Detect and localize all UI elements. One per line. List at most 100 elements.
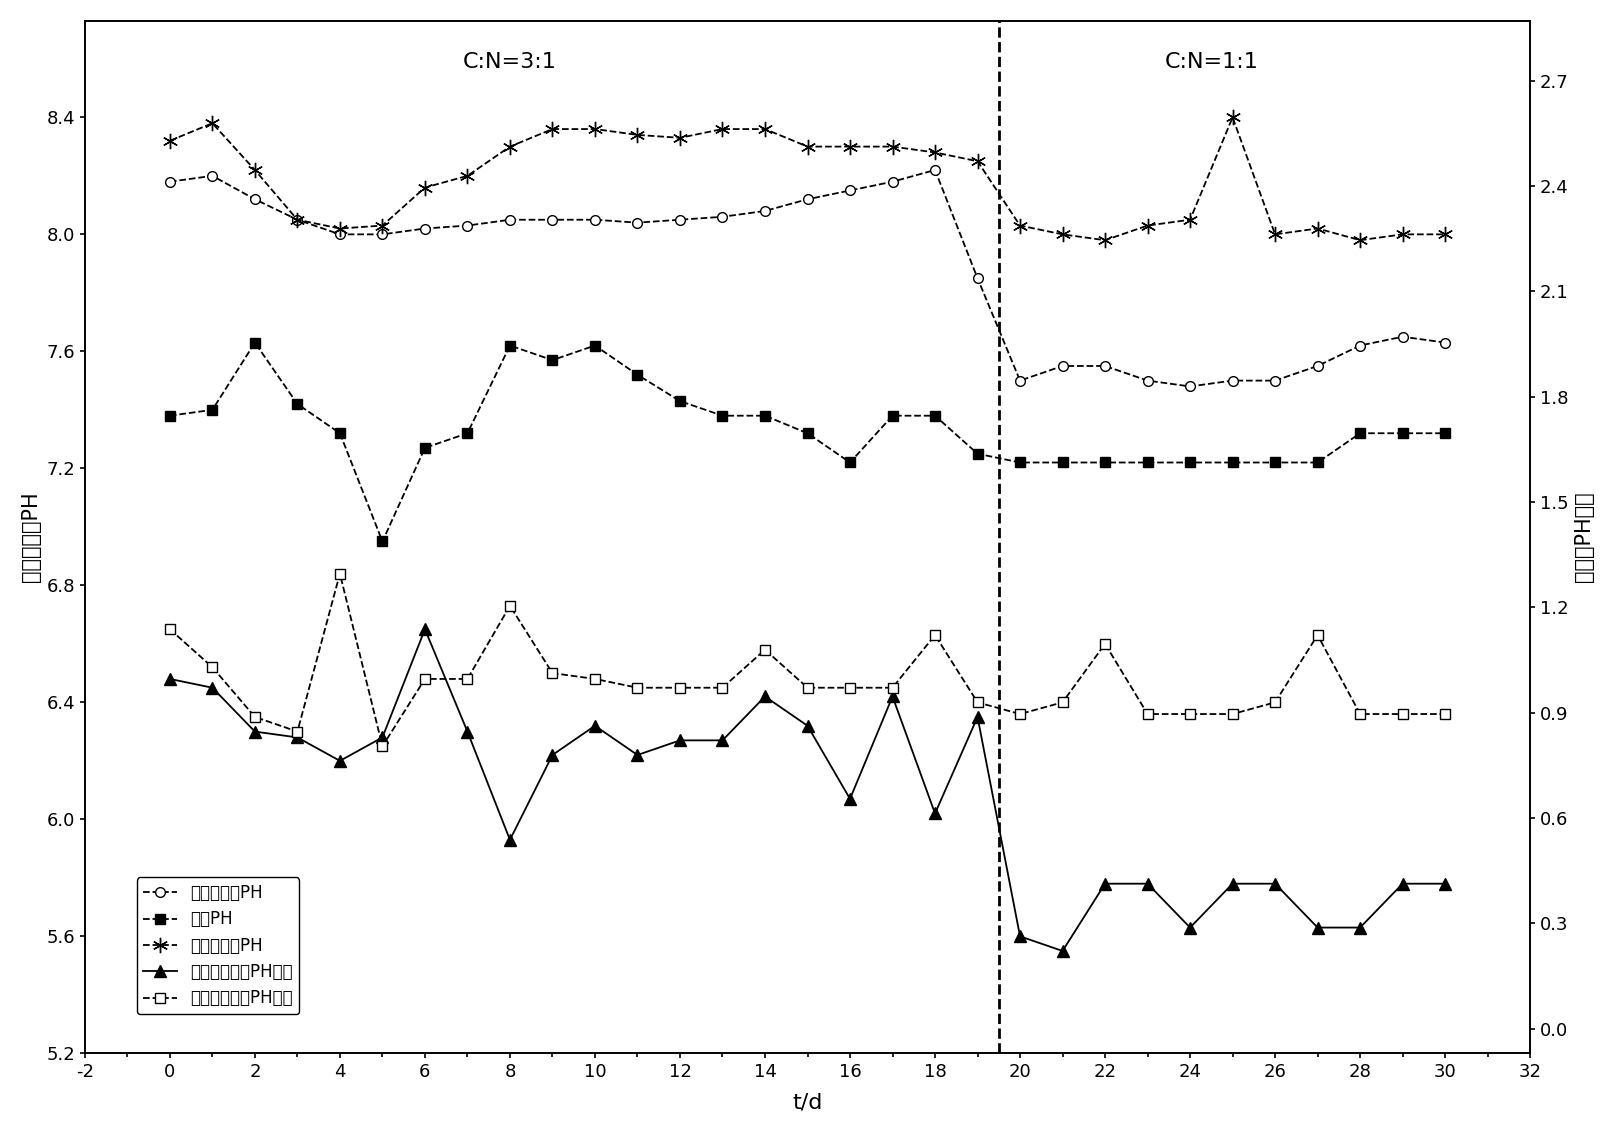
常规型出水PH — [1138, 219, 1157, 232]
常规型出水PH — [883, 139, 902, 153]
强化型出水PH — [670, 213, 689, 227]
强化型出水PH — [1265, 374, 1285, 387]
强化型出水PH — [500, 213, 520, 227]
Line: 强化型出水PH: 强化型出水PH — [165, 165, 1449, 391]
常规型进出水PH差値 — [287, 725, 307, 739]
常规型进出水PH差値 — [160, 622, 179, 636]
强化型进出水PH差値 — [1349, 921, 1369, 935]
强化型进出水PH差値 — [1307, 921, 1327, 935]
强化型进出水PH差値 — [628, 748, 647, 761]
进水PH — [1349, 426, 1369, 440]
常规型出水PH — [415, 181, 434, 195]
常规型进出水PH差値 — [839, 681, 859, 695]
强化型出水PH — [797, 193, 817, 206]
常规型进出水PH差値 — [1094, 637, 1114, 650]
进水PH — [797, 426, 817, 440]
强化型进出水PH差値 — [670, 733, 689, 747]
Line: 强化型进出水PH差値: 强化型进出水PH差値 — [165, 623, 1449, 956]
常规型出水PH — [287, 213, 307, 227]
常规型出水PH — [457, 169, 476, 182]
强化型进出水PH差値 — [500, 833, 520, 846]
强化型出水PH — [755, 204, 775, 218]
常规型进出水PH差値 — [457, 672, 476, 685]
常规型进出水PH差値 — [883, 681, 902, 695]
常规型出水PH — [670, 131, 689, 145]
进水PH — [245, 335, 265, 349]
常规型出水PH — [1010, 219, 1030, 232]
强化型出水PH — [329, 228, 349, 241]
强化型进出水PH差値 — [1094, 877, 1114, 891]
强化型出水PH — [1180, 380, 1199, 393]
常规型进出水PH差値 — [925, 629, 944, 642]
常规型进出水PH差値 — [670, 681, 689, 695]
强化型进出水PH差値 — [329, 755, 349, 768]
常规型进出水PH差値 — [628, 681, 647, 695]
进水PH — [415, 441, 434, 454]
Text: C:N=1:1: C:N=1:1 — [1164, 52, 1257, 71]
强化型进出水PH差値 — [542, 748, 562, 761]
进水PH — [203, 403, 223, 417]
强化型进出水PH差値 — [1391, 877, 1411, 891]
常规型进出水PH差値 — [967, 696, 986, 709]
常规型进出水PH差値 — [1435, 707, 1454, 721]
常规型出水PH — [628, 128, 647, 142]
强化型进出水PH差値 — [160, 672, 179, 685]
常规型进出水PH差値 — [415, 672, 434, 685]
强化型出水PH — [1391, 330, 1411, 343]
强化型出水PH — [203, 169, 223, 182]
强化型出水PH — [628, 216, 647, 230]
进水PH — [967, 446, 986, 460]
强化型进出水PH差値 — [1435, 877, 1454, 891]
Line: 进水PH: 进水PH — [165, 338, 1449, 546]
Legend: 强化型出水PH, 进水PH, 常规型出水PH, 强化型进出水PH差値, 常规型进出水PH差値: 强化型出水PH, 进水PH, 常规型出水PH, 强化型进出水PH差値, 常规型进… — [137, 877, 299, 1014]
进水PH — [1391, 426, 1411, 440]
强化型出水PH — [1094, 359, 1114, 373]
强化型进出水PH差値 — [1010, 929, 1030, 943]
常规型出水PH — [160, 134, 179, 147]
强化型出水PH — [287, 213, 307, 227]
常规型进出水PH差値 — [542, 666, 562, 680]
常规型出水PH — [1307, 222, 1327, 236]
强化型出水PH — [712, 210, 731, 223]
进水PH — [287, 398, 307, 411]
强化型进出水PH差値 — [373, 731, 392, 744]
常规型出水PH — [839, 139, 859, 153]
强化型进出水PH差値 — [245, 725, 265, 739]
强化型出水PH — [245, 193, 265, 206]
常规型出水PH — [542, 122, 562, 136]
进水PH — [925, 409, 944, 423]
强化型进出水PH差値 — [584, 719, 604, 733]
进水PH — [373, 535, 392, 548]
进水PH — [1052, 455, 1072, 469]
常规型进出水PH差値 — [584, 672, 604, 685]
Y-axis label: 进出水PH差値: 进出水PH差値 — [1574, 492, 1593, 582]
强化型进出水PH差値 — [883, 690, 902, 704]
常规型出水PH — [1265, 228, 1285, 241]
强化型出水PH — [584, 213, 604, 227]
常规型进出水PH差値 — [1265, 696, 1285, 709]
常规型出水PH — [967, 154, 986, 168]
常规型进出水PH差値 — [500, 599, 520, 613]
常规型进出水PH差値 — [712, 681, 731, 695]
进水PH — [500, 339, 520, 352]
常规型进出水PH差値 — [755, 642, 775, 656]
常规型进出水PH差値 — [203, 661, 223, 674]
进水PH — [755, 409, 775, 423]
强化型出水PH — [415, 222, 434, 236]
进水PH — [542, 353, 562, 367]
强化型进出水PH差値 — [797, 719, 817, 733]
强化型出水PH — [1307, 359, 1327, 373]
进水PH — [883, 409, 902, 423]
常规型出水PH — [1349, 233, 1369, 247]
强化型出水PH — [967, 272, 986, 286]
常规型进出水PH差値 — [1010, 707, 1030, 721]
常规型进出水PH差値 — [1138, 707, 1157, 721]
常规型出水PH — [584, 122, 604, 136]
Text: C:N=3:1: C:N=3:1 — [463, 52, 557, 71]
进水PH — [160, 409, 179, 423]
强化型出水PH — [160, 174, 179, 188]
强化型出水PH — [373, 228, 392, 241]
常规型进出水PH差値 — [373, 740, 392, 753]
强化型进出水PH差値 — [415, 622, 434, 636]
常规型出水PH — [712, 122, 731, 136]
